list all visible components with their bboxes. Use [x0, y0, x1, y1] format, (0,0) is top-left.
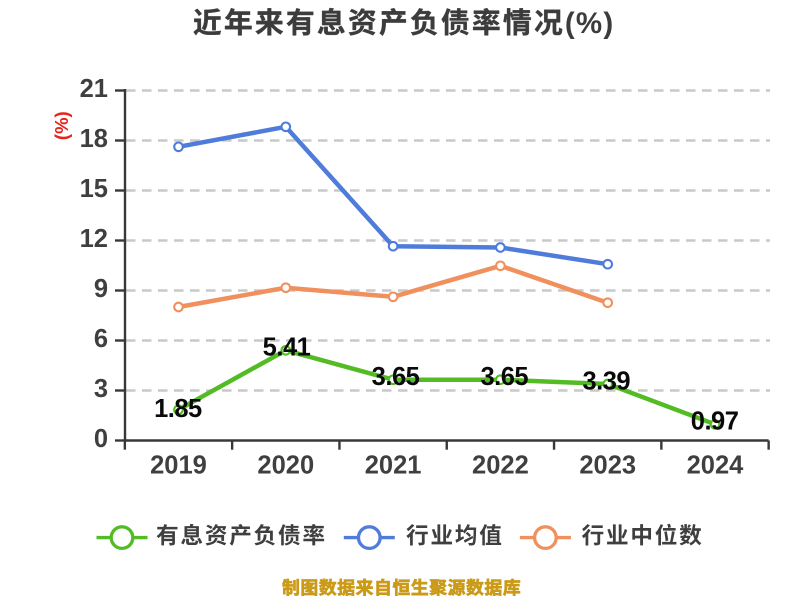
svg-text:18: 18 [80, 125, 108, 153]
svg-text:2019: 2019 [150, 451, 207, 479]
svg-text:2022: 2022 [472, 451, 529, 479]
svg-text:1.85: 1.85 [154, 395, 202, 423]
svg-text:(%): (%) [565, 7, 614, 40]
svg-text:2024: 2024 [687, 451, 745, 479]
svg-text:2021: 2021 [365, 451, 422, 479]
svg-text:12: 12 [80, 225, 108, 253]
svg-text:3.65: 3.65 [372, 363, 420, 391]
svg-text:2020: 2020 [257, 451, 314, 479]
svg-text:0: 0 [94, 425, 108, 453]
svg-text:21: 21 [80, 75, 108, 103]
svg-text:(%): (%) [51, 111, 72, 140]
svg-text:3.39: 3.39 [582, 367, 630, 395]
svg-text:9: 9 [94, 275, 108, 303]
svg-text:3.65: 3.65 [480, 363, 528, 391]
svg-text:6: 6 [94, 325, 108, 353]
svg-text:5.41: 5.41 [263, 334, 311, 362]
svg-text:2023: 2023 [579, 451, 636, 479]
svg-text:3: 3 [94, 375, 108, 403]
svg-text:0.97: 0.97 [691, 408, 739, 436]
svg-text:15: 15 [80, 175, 108, 203]
